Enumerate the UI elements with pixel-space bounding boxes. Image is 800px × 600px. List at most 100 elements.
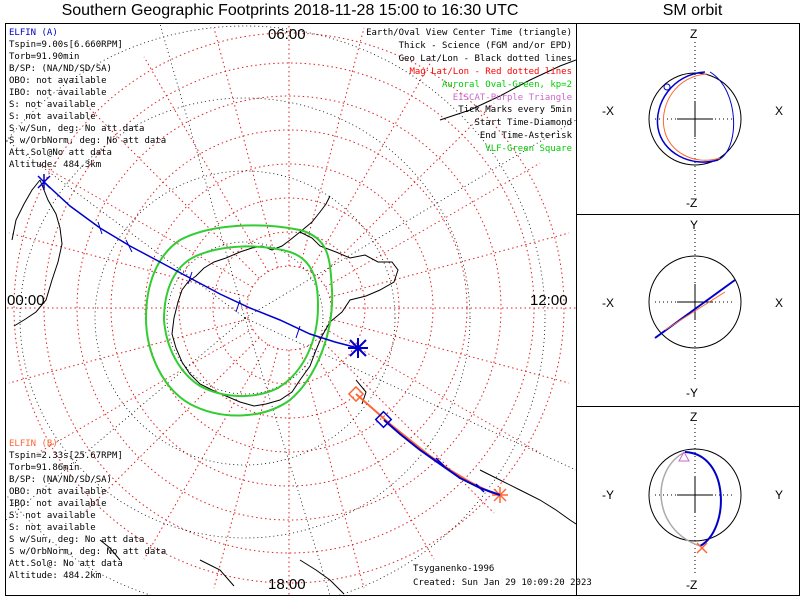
auroral-oval-inner bbox=[162, 245, 320, 397]
elfin-a-info: ELFIN (A) Tspin=9.00s[6.660RPM] Torb=91.… bbox=[9, 27, 166, 171]
geo-meridian bbox=[6, 139, 246, 319]
elfin-b-s1: S: not available bbox=[9, 511, 96, 521]
earth-circle bbox=[648, 255, 742, 349]
orbit-gray-path bbox=[660, 451, 701, 547]
mag-meridian bbox=[8, 318, 249, 384]
elfin-a-track bbox=[37, 174, 501, 496]
elfin-a-torb: Torb=91.90min bbox=[9, 52, 80, 62]
elfin-b-track bbox=[347, 385, 508, 503]
legend: Earth/Oval View Center Time (triangle) T… bbox=[366, 27, 572, 156]
mag-meridian bbox=[329, 318, 570, 384]
elfin-a-name: ELFIN (A) bbox=[9, 28, 58, 38]
orbit1-label-top: Z bbox=[690, 27, 698, 41]
orbit2-label-top: Y bbox=[690, 218, 699, 232]
elfin-a-second-pass bbox=[383, 419, 501, 496]
elfin-a-tspin: Tspin=9.00s[6.660RPM] bbox=[9, 40, 123, 50]
mag-meridian bbox=[309, 56, 435, 272]
mlt-label-top: 06:00 bbox=[268, 26, 306, 43]
orbit2-label-bottom: -Y bbox=[686, 386, 698, 400]
eiscat-triangle bbox=[678, 450, 690, 462]
mag-meridian bbox=[83, 102, 260, 279]
model-label: Tsyganenko-1996 bbox=[413, 564, 495, 574]
legend-item: EISCAT-Purple Triangle bbox=[452, 92, 572, 103]
elfin-a-s1: S: not available bbox=[9, 100, 96, 110]
auroral-oval-outer bbox=[144, 224, 334, 417]
plot-title: Southern Geographic Footprints 2018-11-2… bbox=[61, 2, 519, 19]
legend-item: End Time-Asterisk bbox=[479, 131, 572, 142]
orbit1-label-bottom: -Z bbox=[686, 196, 698, 210]
orbit-xz-plot bbox=[648, 42, 742, 196]
geo-lat-circle bbox=[19, 97, 471, 539]
elfin-a-tick-marks bbox=[97, 221, 301, 339]
orbit-a-path bbox=[684, 451, 722, 547]
mag-meridian bbox=[37, 328, 253, 454]
mag-meridian bbox=[309, 344, 435, 560]
elfin-b-bsp: B/SP: (NA/ND/SD/SA) bbox=[9, 475, 112, 485]
orbit-divider-2 bbox=[577, 406, 800, 407]
orbit-divider-1 bbox=[577, 214, 800, 215]
elfin-b-obo: OBO: not available bbox=[9, 487, 107, 497]
elfin-a-bsp: B/SP: (NA/ND/SD/SA) bbox=[9, 64, 112, 74]
magnetic-meridians bbox=[6, 24, 576, 595]
elfin-a-end-asterisk bbox=[348, 338, 368, 358]
orbit1-label-right: X bbox=[775, 104, 784, 118]
orbit-back-path bbox=[709, 71, 735, 161]
legend-item: VLF-Green Square bbox=[485, 144, 572, 155]
geo-meridian bbox=[244, 317, 331, 595]
orbit2-label-right: X bbox=[775, 296, 784, 310]
geo-meridian bbox=[244, 119, 576, 319]
mlt-label-left: 00:00 bbox=[7, 292, 45, 309]
mag-meridian bbox=[213, 27, 279, 268]
elfin-b-torb: Torb=91.86min bbox=[9, 463, 80, 473]
elfin-a-path bbox=[43, 181, 359, 349]
legend-item: Earth/Oval View Center Time (triangle) bbox=[366, 28, 572, 38]
geo-meridian bbox=[6, 317, 246, 521]
geo-meridian bbox=[244, 317, 576, 471]
legend-item: Start Time-Diamond bbox=[474, 118, 572, 129]
mag-lat-circle bbox=[212, 231, 366, 385]
elfin-b-tspin: Tspin=2.33s[25.67RPM] bbox=[9, 451, 123, 461]
mag-meridian bbox=[143, 56, 269, 272]
elfin-a-start-asterisk bbox=[37, 174, 51, 190]
orbit-marker bbox=[663, 83, 671, 91]
coastlines bbox=[11, 59, 576, 595]
mag-lat-circle bbox=[144, 163, 434, 453]
orbit-end-asterisk bbox=[696, 542, 708, 554]
geographic-grid bbox=[6, 24, 576, 595]
elfin-b-path bbox=[355, 393, 501, 496]
geo-lat-circle bbox=[166, 241, 324, 395]
new-zealand-coastline bbox=[199, 559, 345, 595]
mag-meridian bbox=[8, 232, 249, 298]
legend-item: Mag Lat/Lon - Red dotted lines bbox=[409, 66, 572, 77]
orbit-b-path bbox=[662, 73, 721, 161]
mlt-label-right: 12:00 bbox=[530, 292, 568, 309]
geo-lat-circle bbox=[6, 25, 546, 595]
orbit-b-path bbox=[664, 291, 726, 331]
elfin-b-ibo: IBO: not available bbox=[9, 499, 107, 509]
mag-meridian bbox=[325, 328, 541, 454]
mag-lat-circle bbox=[13, 32, 565, 584]
legend-item: Geo Lat/Lon - Black dotted lines bbox=[398, 53, 572, 64]
earth-circle bbox=[648, 448, 742, 542]
elfin-a-s-sun: S w/Sun, deg: No att data bbox=[9, 124, 145, 134]
antarctic-peninsula bbox=[299, 195, 331, 233]
geo-lat-circle bbox=[94, 170, 396, 466]
south-america-coastline bbox=[11, 179, 63, 327]
orbit3-label-bottom: -Z bbox=[686, 578, 698, 592]
elfin-a-obo: OBO: not available bbox=[9, 76, 107, 86]
auroral-oval bbox=[144, 224, 334, 417]
elfin-a-altitude: Altitude: 484.3km bbox=[9, 160, 102, 170]
mag-lat-circle bbox=[76, 95, 502, 521]
legend-item: Thick - Science (FGM and/or EPD) bbox=[398, 40, 572, 51]
elfin-a-att-sol: Att.Sol@No att data bbox=[9, 148, 112, 158]
elfin-b-start-diamond bbox=[347, 385, 365, 403]
elfin-a-s2: S: not available bbox=[9, 112, 96, 122]
elfin-a-s-orbnorm: S w/OrbNorm, deg: No att data bbox=[9, 136, 167, 146]
mlt-label-bottom: 18:00 bbox=[268, 576, 306, 593]
mag-meridian bbox=[37, 162, 253, 288]
geo-meridian bbox=[159, 24, 246, 319]
island-outline bbox=[99, 539, 121, 561]
elfin-b-s2: S: not available bbox=[9, 523, 96, 533]
legend-item: Tick Marks every 5min bbox=[458, 105, 572, 116]
orbit-yz-plot bbox=[648, 424, 742, 576]
